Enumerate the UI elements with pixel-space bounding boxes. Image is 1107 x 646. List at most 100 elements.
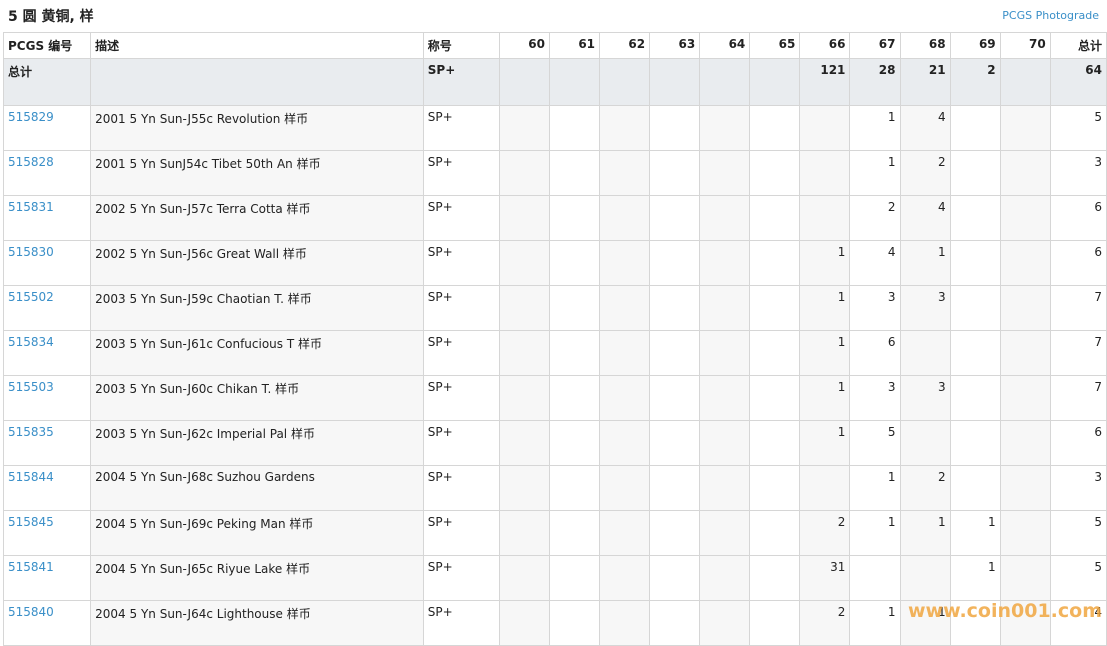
cell: 2 [799,510,851,556]
cell [999,240,1051,286]
cell [548,105,601,151]
column-header: 64 [699,32,751,59]
pcgs-id[interactable]: 515831 [2,195,92,241]
column-header: 68 [899,32,951,59]
pcgs-id[interactable]: 515835 [2,420,92,466]
cell [599,195,651,241]
coin-row: 515840 2004 5 Yn Sun-J64c Lighthouse 样币 SP… [2,600,1107,646]
cell [949,285,1001,331]
title: 5 圆 黄铜, 样 [8,9,94,25]
cell [749,150,801,196]
cell [849,555,901,601]
pcgs-id[interactable]: 515830 [2,240,92,286]
pcgs-id[interactable]: 515834 [2,330,92,376]
cell: 1 [899,510,951,556]
total-cell [498,58,550,106]
cell [649,465,701,511]
cell [749,555,801,601]
total-cell: 总计 [2,58,92,106]
total-cell [999,58,1051,106]
cell: 6 [1049,420,1107,466]
cell: 4 [1049,600,1107,646]
cell: 4 [899,105,951,151]
cell [999,465,1051,511]
cell [599,510,651,556]
pcgs-id[interactable]: 515829 [2,105,92,151]
pcgs-id[interactable]: 515844 [2,465,92,511]
total-row: 总计 SP+ 121 28 21 2 64 [2,58,1107,106]
cell: 3 [1049,150,1107,196]
cell: 6 [849,330,901,376]
cell [699,600,751,646]
cell: 1 [949,510,1001,556]
pcgs-id[interactable]: 515503 [2,375,92,421]
column-header: 60 [498,32,550,59]
total-cell [599,58,651,106]
cell [599,375,651,421]
coin-row: 515841 2004 5 Yn Sun-J65c Riyue Lake 样币 SP… [2,555,1107,601]
cell [749,240,801,286]
column-header: 62 [599,32,651,59]
cell: 3 [1049,465,1107,511]
cell: 3 [849,285,901,331]
cell: SP+ [422,195,500,241]
cell: 1 [799,420,851,466]
header-row: PCGS 编号 描述 称号 60 61 62 63 64 65 66 67 68 69 70 总计 [2,32,1107,59]
cell [699,330,751,376]
cell [999,510,1051,556]
cell [599,465,651,511]
cell: 1 [949,555,1001,601]
cell [699,555,751,601]
cell: SP+ [422,240,500,286]
column-header: 称号 [422,32,500,59]
cell [649,330,701,376]
column-header: 65 [749,32,801,59]
cell [699,285,751,331]
cell: 5 [1049,555,1107,601]
cell: 3 [849,375,901,421]
cell: 2003 5 Yn Sun-J60c Chikan T. 样币 [90,375,424,421]
cell: 4 [849,240,901,286]
cell [599,240,651,286]
cell [498,420,550,466]
cell [749,510,801,556]
cell: SP+ [422,510,500,556]
cell [949,420,1001,466]
cell: 2004 5 Yn Sun-J68c Suzhou Gardens [90,465,424,511]
cell: 6 [1049,195,1107,241]
cell: 2004 5 Yn Sun-J64c Lighthouse 样币 [90,600,424,646]
pcgs-id[interactable]: 515845 [2,510,92,556]
cell: 2004 5 Yn Sun-J65c Riyue Lake 样币 [90,555,424,601]
cell [749,465,801,511]
pcgs-id[interactable]: 515828 [2,150,92,196]
cell [548,465,601,511]
pcgs-id[interactable]: 515840 [2,600,92,646]
watermark: www.coin001.com [908,600,1103,622]
cell: 2004 5 Yn Sun-J69c Peking Man 样币 [90,510,424,556]
column-header: 61 [548,32,601,59]
pcgs-id[interactable]: 515841 [2,555,92,601]
cell [498,555,550,601]
cell [699,375,751,421]
cell: SP+ [422,105,500,151]
cell [949,330,1001,376]
total-cell [749,58,801,106]
coin-row: 515834 2003 5 Yn Sun-J61c Confucious T 样币… [2,330,1107,376]
cell [899,330,951,376]
cell: 1 [899,240,951,286]
cell: 1 [849,510,901,556]
cell [548,375,601,421]
cell [749,330,801,376]
coin-row: 515503 2003 5 Yn Sun-J60c Chikan T. 样币 SP+… [2,375,1107,421]
cell [548,555,601,601]
cell [949,240,1001,286]
photograde-link[interactable]: PCGS Photograde [1002,9,1099,22]
cell: 3 [899,285,951,331]
cell [498,195,550,241]
cell [498,240,550,286]
pcgs-id[interactable]: 515502 [2,285,92,331]
column-header: 66 [799,32,851,59]
coin-row: 515844 2004 5 Yn Sun-J68c Suzhou Gardens S… [2,465,1107,511]
cell [548,150,601,196]
cell [498,510,550,556]
